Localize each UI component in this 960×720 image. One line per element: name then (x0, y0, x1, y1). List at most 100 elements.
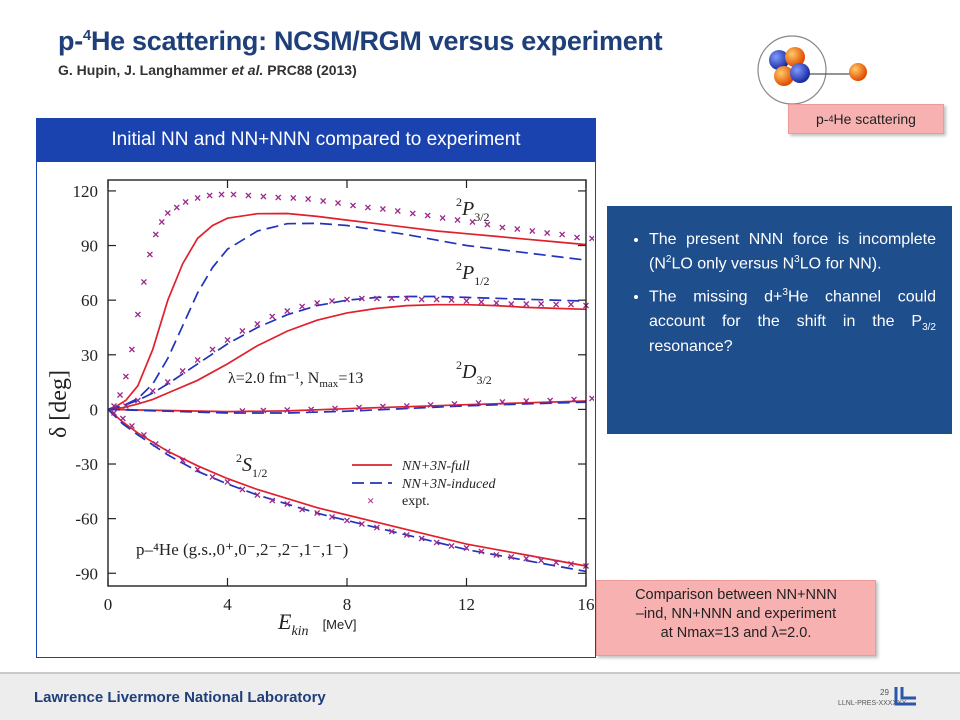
expt-point: × (571, 392, 578, 406)
footer-divider (0, 672, 960, 674)
expt-point: × (379, 400, 386, 414)
expt-point: × (239, 483, 246, 497)
expt-point: × (329, 510, 336, 524)
expt-point: × (158, 215, 165, 229)
comparison-note: Comparison between NN+NNN –ind, NN+NNN a… (596, 580, 876, 656)
slide-title: p-4He scattering: NCSM/RGM versus experi… (58, 26, 663, 56)
expt-point: × (508, 297, 515, 311)
expt-point: × (588, 231, 594, 245)
expt-point: × (164, 206, 171, 220)
x-axis-label: Ekin [MeV] (277, 609, 357, 639)
y-tick-label: 0 (90, 400, 99, 419)
expt-point: × (448, 539, 455, 553)
expt-point: × (299, 300, 306, 314)
expt-point: × (224, 333, 231, 347)
x-tick-label: 8 (343, 595, 352, 614)
expt-point: × (320, 194, 327, 208)
panel-frame (36, 162, 596, 658)
curve-p1-2-induced (107, 295, 587, 411)
expt-point: × (451, 397, 458, 411)
page-number: 29 (880, 688, 889, 697)
chart-legend: NN+3N-full NN+3N-induced × expt. (352, 459, 496, 509)
curve-d3-2-full (107, 400, 587, 413)
expt-point: × (152, 228, 159, 242)
expt-point: × (194, 353, 201, 367)
scattering-badge: p- 4 He scattering (788, 104, 944, 134)
expt-point: × (469, 215, 476, 229)
curve-s1-2-full (107, 408, 587, 567)
annot-p32: 2P3/2 (456, 195, 490, 224)
expt-point: × (146, 248, 153, 262)
expt-point: × (122, 399, 129, 413)
y-tick-label: 120 (73, 182, 99, 201)
expt-point: × (284, 497, 291, 511)
curve-d3-2-induced (107, 401, 587, 414)
expt-point: × (110, 399, 117, 413)
expt-point: × (179, 364, 186, 378)
expt-point: × (358, 291, 365, 305)
annot-s12: 2S1/2 (236, 451, 267, 480)
x-tick-label: 16 (578, 595, 595, 614)
expt-point: × (209, 470, 216, 484)
expt-point: × (332, 401, 339, 415)
expt-point: × (343, 292, 350, 306)
expt-point: × (463, 541, 470, 555)
bullet-item: The missing d+3He channel could account … (649, 285, 936, 359)
expt-point: × (568, 298, 575, 312)
x-tick-label: 12 (458, 595, 475, 614)
expt-point: × (499, 395, 506, 409)
expt-point: × (493, 296, 500, 310)
expt-point: × (559, 228, 566, 242)
expt-point: × (538, 554, 545, 568)
expt-point: × (164, 444, 171, 458)
legend-expt-marker: × (367, 493, 374, 508)
expt-point: × (484, 218, 491, 232)
expt-point: × (379, 202, 386, 216)
expt-point: × (403, 528, 410, 542)
expt-point: × (553, 298, 560, 312)
expt-point: × (478, 295, 485, 309)
annot-p12: 2P1/2 (456, 259, 490, 288)
bullet-item: The present NNN force is incomplete (N2L… (649, 228, 936, 277)
expt-point: × (499, 220, 506, 234)
expt-point: × (209, 342, 216, 356)
annot-params: λ=2.0 fm⁻¹, Nmax=13 (228, 370, 363, 390)
expt-point: × (164, 375, 171, 389)
expt-point: × (355, 401, 362, 415)
nucleus-illustration-icon (757, 35, 867, 105)
expt-point: × (140, 428, 147, 442)
expt-point: × (224, 475, 231, 489)
expt-point: × (475, 396, 482, 410)
footer-lab-name: Lawrence Livermore National Laboratory (34, 689, 326, 706)
expt-point: × (110, 406, 117, 420)
expt-point: × (403, 399, 410, 413)
y-tick-label: 90 (81, 237, 98, 256)
expt-point: × (245, 188, 252, 202)
y-tick-label: -30 (75, 455, 98, 474)
expt-point: × (364, 200, 371, 214)
expt-point: × (529, 224, 536, 238)
expt-point: × (206, 188, 213, 202)
expt-point: × (149, 384, 156, 398)
expt-point: × (314, 506, 321, 520)
expt-point: × (493, 548, 500, 562)
expt-point: × (514, 222, 521, 236)
expt-point: × (290, 191, 297, 205)
legend-full-label: NN+3N-full (401, 459, 470, 474)
expt-point: × (179, 453, 186, 467)
expt-point: × (508, 550, 515, 564)
x-tick-label: 4 (223, 595, 232, 614)
curve-s1-2-induced (107, 408, 587, 573)
expt-point: × (275, 190, 282, 204)
expt-point: × (254, 488, 261, 502)
expt-point: × (260, 404, 267, 418)
expt-point: × (424, 209, 431, 223)
expt-point: × (553, 555, 560, 569)
document-id: LLNL-PRES-XXXXXX (838, 700, 907, 707)
expt-point: × (418, 532, 425, 546)
expt-point: × (140, 275, 147, 289)
expt-point: × (538, 297, 545, 311)
expt-point: × (329, 294, 336, 308)
expt-point: × (218, 188, 225, 202)
expt-point: × (439, 211, 446, 225)
